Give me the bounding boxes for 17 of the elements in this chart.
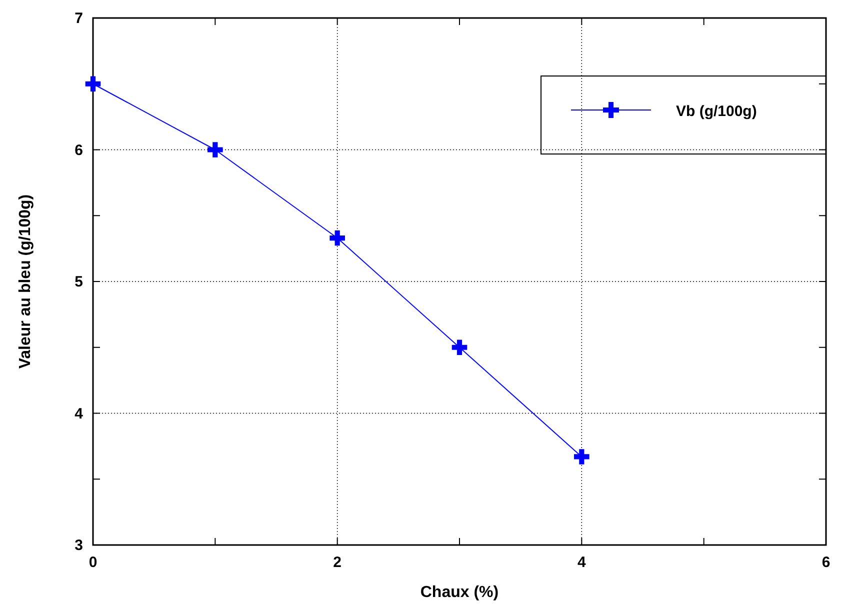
x-tick-label: 6: [822, 554, 830, 571]
y-tick-label: 6: [74, 142, 83, 159]
y-tick-label: 3: [74, 537, 83, 554]
x-axis-title: Chaux (%): [420, 584, 499, 601]
y-tick-label: 4: [74, 405, 84, 422]
point: [85, 76, 101, 92]
point: [452, 340, 468, 356]
x-tick-label: 4: [577, 554, 586, 571]
x-tick-label: 0: [88, 554, 98, 571]
point: [330, 230, 345, 246]
point: [574, 449, 590, 464]
y-axis-title: Valeur au bleu (g/100g): [17, 194, 34, 369]
point: [208, 142, 223, 158]
y-tick-label: 7: [74, 10, 83, 27]
legend: Vb (g/100g): [540, 76, 826, 154]
x-tick-label: 2: [333, 554, 342, 571]
y-tick-label: 5: [74, 274, 83, 290]
